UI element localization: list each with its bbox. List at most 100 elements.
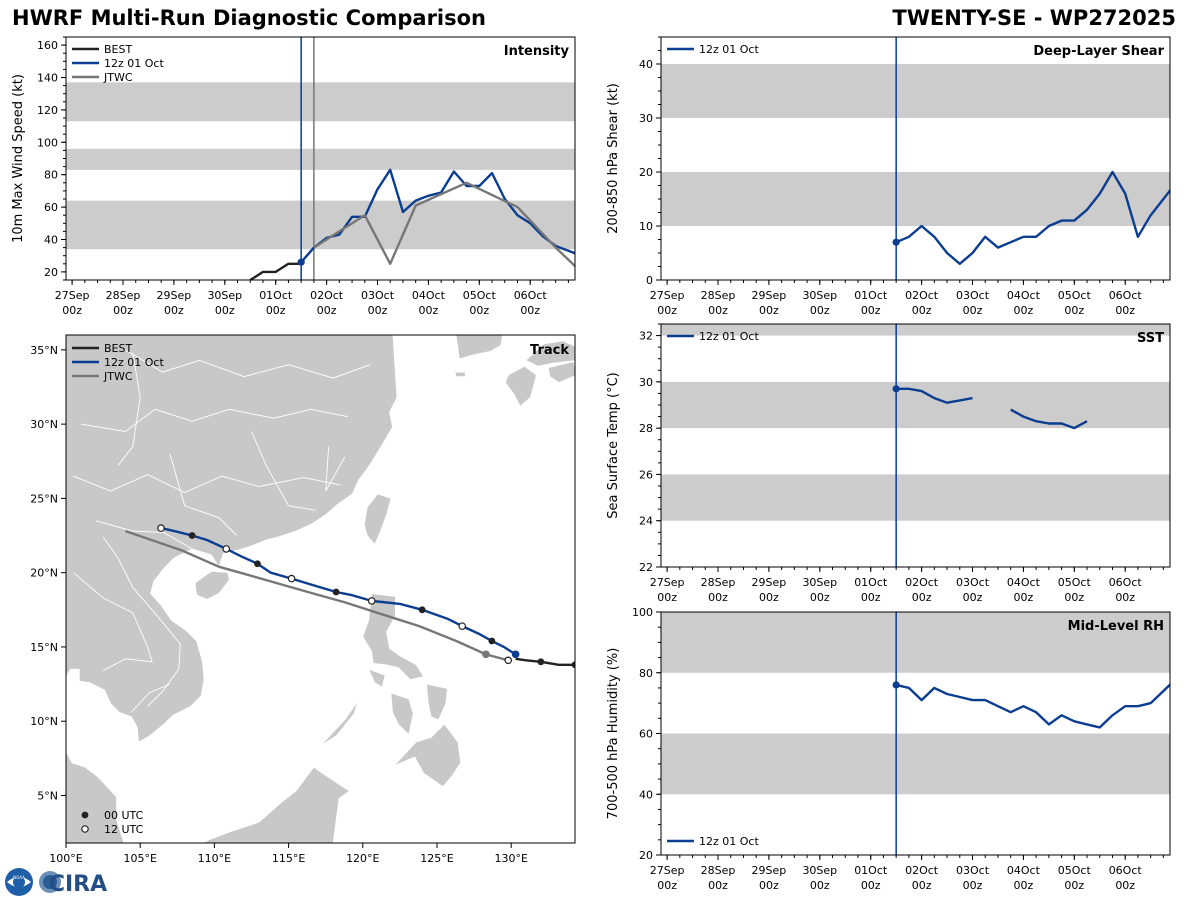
marker-00utc bbox=[418, 606, 426, 614]
x-tick-label: 115°E bbox=[272, 852, 305, 865]
legend-label: BEST bbox=[104, 342, 132, 355]
land-mindanao bbox=[393, 723, 462, 788]
admin-border bbox=[325, 446, 346, 492]
x-tick-label: 04Oct bbox=[412, 289, 446, 302]
y-tick-label: 35°N bbox=[30, 344, 58, 357]
marker-12utc bbox=[367, 597, 376, 605]
admin-border bbox=[73, 474, 341, 493]
y-tick-label: 15°N bbox=[30, 641, 58, 654]
x-tick-hour: 00z bbox=[963, 304, 983, 317]
land-korea bbox=[455, 335, 503, 360]
x-tick-label: 04Oct bbox=[1007, 864, 1041, 877]
x-tick-label: 06Oct bbox=[1109, 576, 1143, 589]
x-tick-label: 27Sep bbox=[650, 289, 685, 302]
track-map: 100°E 105°E 110°E 115°E 120°E 125°E 130°E 5°N 10… bbox=[30, 334, 576, 865]
x-tick-hour: 00z bbox=[963, 591, 983, 604]
marker-00utc bbox=[571, 661, 575, 669]
land-hainan bbox=[194, 570, 230, 600]
x-tick-hour: 00z bbox=[912, 879, 932, 892]
storm-id-title: TWENTY-SE - WP272025 bbox=[892, 6, 1176, 30]
rh-plot-area bbox=[661, 612, 1170, 855]
admin-border bbox=[80, 408, 349, 432]
x-tick-hour: 00z bbox=[861, 879, 881, 892]
x-tick-hour: 00z bbox=[113, 304, 133, 317]
x-tick-hour: 00z bbox=[215, 304, 235, 317]
x-tick-label: 02Oct bbox=[310, 289, 344, 302]
legend-label: BEST bbox=[104, 43, 132, 56]
y-axis-label: 10m Max Wind Speed (kt) bbox=[11, 74, 26, 243]
y-tick-label: 80 bbox=[639, 667, 653, 680]
panel-title: Intensity bbox=[504, 44, 570, 59]
legend-marker-12utc bbox=[81, 825, 89, 833]
y-tick-label: 60 bbox=[44, 201, 58, 214]
sst-frame bbox=[660, 323, 1171, 568]
x-tick-hour: 00z bbox=[657, 304, 677, 317]
admin-border bbox=[130, 683, 171, 713]
x-tick-label: 06Oct bbox=[1109, 289, 1143, 302]
threshold-band bbox=[66, 82, 575, 122]
land-panay-negros bbox=[390, 692, 414, 736]
land-luzon bbox=[362, 593, 425, 680]
marker-00utc bbox=[488, 637, 496, 645]
x-tick-label: 01Oct bbox=[854, 576, 888, 589]
legend-label: 12z 01 Oct bbox=[699, 330, 759, 343]
series-line-12z-01-oct bbox=[1010, 408, 1088, 430]
x-tick-label: 29Sep bbox=[157, 289, 192, 302]
land-taiwan bbox=[363, 493, 392, 546]
x-tick-hour: 00z bbox=[419, 304, 439, 317]
x-tick-label: 05Oct bbox=[1058, 289, 1092, 302]
x-tick-hour: 00z bbox=[810, 591, 830, 604]
legend-marker-00utc bbox=[81, 811, 89, 819]
x-tick-label: 03Oct bbox=[956, 289, 990, 302]
marker-12utc bbox=[458, 622, 467, 630]
x-tick-label: 120°E bbox=[346, 852, 379, 865]
x-tick-label: 27Sep bbox=[650, 864, 685, 877]
x-tick-hour: 00z bbox=[657, 591, 677, 604]
legend-label: 00 UTC bbox=[104, 809, 144, 822]
admin-border bbox=[251, 431, 316, 511]
rh-chart: 20 40 60 80 100 27Sep 00z 28Sep 00z 29Sep 00z 30Sep… bbox=[606, 606, 1171, 892]
x-tick-hour: 00z bbox=[759, 879, 779, 892]
land-palawan bbox=[320, 700, 359, 746]
x-tick-hour: 00z bbox=[1064, 591, 1084, 604]
x-tick-hour: 00z bbox=[708, 879, 728, 892]
y-tick-label: 120 bbox=[37, 104, 58, 117]
init-point bbox=[892, 385, 900, 393]
x-tick-hour: 00z bbox=[1064, 879, 1084, 892]
threshold-band bbox=[661, 474, 1170, 521]
sst-plot-area bbox=[661, 324, 1170, 567]
x-tick-hour: 00z bbox=[708, 304, 728, 317]
x-tick-hour: 00z bbox=[520, 304, 540, 317]
y-tick-label: 40 bbox=[639, 58, 653, 71]
x-tick-hour: 00z bbox=[1014, 591, 1034, 604]
threshold-band bbox=[661, 324, 1170, 336]
y-tick-label: 5°N bbox=[37, 789, 58, 802]
y-tick-label: 20 bbox=[639, 849, 653, 862]
legend-label: 12z 01 Oct bbox=[699, 835, 759, 848]
x-tick-hour: 00z bbox=[1115, 591, 1135, 604]
x-tick-label: 02Oct bbox=[905, 576, 939, 589]
y-axis-label: Sea Surface Temp (°C) bbox=[606, 372, 621, 519]
y-tick-label: 10 bbox=[639, 220, 653, 233]
y-tick-label: 30 bbox=[639, 112, 653, 125]
y-tick-label: 20°N bbox=[30, 567, 58, 580]
y-tick-label: 26 bbox=[639, 468, 653, 481]
x-tick-label: 30Sep bbox=[802, 289, 837, 302]
x-tick-label: 06Oct bbox=[514, 289, 548, 302]
init-point bbox=[892, 681, 900, 689]
land-jeju bbox=[454, 371, 466, 377]
cira-label: CIRA bbox=[49, 872, 107, 897]
x-tick-label: 05Oct bbox=[1058, 864, 1092, 877]
y-tick-label: 60 bbox=[639, 728, 653, 741]
y-tick-label: 28 bbox=[639, 422, 653, 435]
y-tick-label: 22 bbox=[639, 561, 653, 574]
x-tick-label: 03Oct bbox=[956, 576, 990, 589]
x-tick-hour: 00z bbox=[469, 304, 489, 317]
marker-12utc bbox=[157, 524, 165, 532]
marker-00utc bbox=[332, 588, 340, 596]
threshold-band bbox=[661, 612, 1170, 673]
admin-border bbox=[117, 352, 141, 466]
x-tick-label: 02Oct bbox=[905, 289, 939, 302]
land-honshu-south bbox=[525, 340, 575, 367]
admin-border bbox=[102, 536, 181, 707]
